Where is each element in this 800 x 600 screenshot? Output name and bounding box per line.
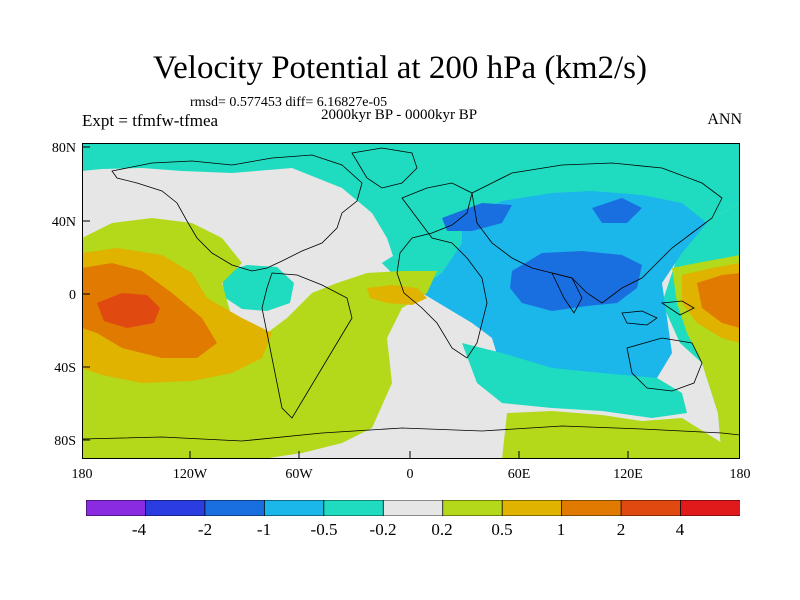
colorbar-swatch (680, 500, 740, 516)
colorbar-label: 0.5 (491, 520, 513, 539)
lat-tick-label: 0 (69, 288, 76, 303)
colorbar-label: -0.2 (369, 520, 397, 539)
field-blue-core (510, 251, 642, 311)
colorbar-swatch (323, 500, 385, 516)
colorbar-swatch (145, 500, 206, 516)
colorbar-swatch (263, 500, 325, 516)
lat-tick-label: 40S (54, 361, 76, 376)
lat-tick-label: 40N (51, 215, 76, 230)
coastlines (82, 147, 740, 442)
colorbar-swatch (442, 500, 504, 516)
colorbar (86, 500, 740, 516)
axis-ticks (82, 146, 629, 459)
lon-tick-label: 180 (71, 467, 93, 482)
lon-tick-label: 60E (507, 467, 531, 482)
colorbar-label: -1 (256, 520, 272, 539)
field-yellowgreen-antarctic (502, 411, 722, 459)
colorbar-label: 1 (556, 520, 566, 539)
lat-tick-label: 80S (54, 434, 76, 449)
colorbar-label: 4 (675, 520, 685, 539)
lon-tick-label: 180 (729, 467, 751, 482)
colorbar-swatch (620, 500, 682, 516)
plot-title: Velocity Potential at 200 hPa (km2/s) (152, 50, 648, 86)
colorbar-label: -4 (131, 520, 147, 539)
map-frame (82, 143, 740, 459)
field-blue-east (592, 198, 642, 223)
period-label: 2000kyr BP - 0000kyr BP (321, 107, 478, 123)
colorbar-swatch (382, 500, 444, 516)
lon-tick-label: 60W (285, 467, 313, 482)
colorbar-label: -0.5 (310, 520, 338, 539)
colorbar-swatch (204, 500, 266, 516)
field-cyan-east (82, 143, 740, 459)
velocity-potential-map (82, 143, 740, 459)
field-cyan-south (462, 343, 687, 418)
field-darkorange-westpacific (697, 273, 740, 328)
colorbar-swatch (561, 500, 622, 516)
colorbar-swatch (501, 500, 563, 516)
lon-tick-label: 120W (172, 467, 208, 482)
colorbar-label: -2 (197, 520, 213, 539)
stats-label: rmsd= 0.577453 diff= 6.16827e-05 (190, 95, 388, 110)
field-cyan-central-america (222, 265, 294, 311)
field-blue-north (442, 203, 512, 231)
lat-tick-label: 80N (51, 141, 76, 156)
colorbar-label: 2 (616, 520, 626, 539)
colorbar-swatch (86, 500, 147, 516)
colorbar-label: 0.2 (431, 520, 453, 539)
experiment-label: Expt = tfmfw-tfmea (82, 111, 219, 130)
season-label: ANN (707, 111, 742, 128)
lon-tick-label: 0 (406, 467, 414, 482)
lon-tick-label: 120E (613, 467, 643, 482)
field-red-pacific (97, 293, 160, 328)
